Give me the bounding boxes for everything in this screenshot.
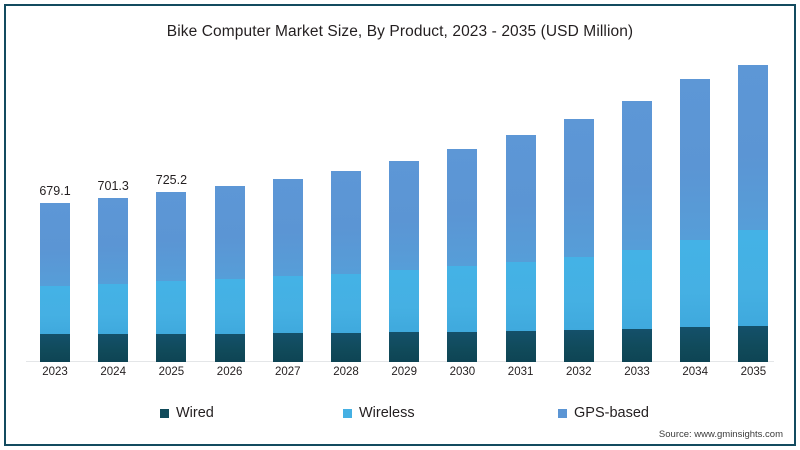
bar-segment-gps-based[interactable] <box>156 192 187 282</box>
chart-title: Bike Computer Market Size, By Product, 2… <box>166 23 634 40</box>
bar-segment-wireless[interactable] <box>680 240 711 328</box>
legend-item-wireless[interactable]: Wireless <box>343 402 415 424</box>
bar-segment-gps-based[interactable] <box>272 178 303 277</box>
bar-segment-wired[interactable] <box>98 334 129 362</box>
bar-segment-wireless[interactable] <box>331 274 361 334</box>
bar-segment-gps-based[interactable] <box>505 135 536 263</box>
bar-segment-gps-based[interactable] <box>214 186 245 280</box>
x-axis-tick-2023: 2023 <box>42 366 68 378</box>
bar-column[interactable] <box>389 160 420 362</box>
x-axis-tick-2035: 2035 <box>740 366 767 378</box>
bar-column[interactable] <box>680 78 711 362</box>
bar-segment-wired[interactable] <box>447 332 478 362</box>
x-axis-tick-2031: 2031 <box>507 366 534 378</box>
x-axis-tick-2024: 2024 <box>100 366 126 378</box>
bar-segment-wireless[interactable] <box>563 257 594 331</box>
bar-segment-gps-based[interactable] <box>563 119 594 258</box>
bar-column[interactable] <box>272 178 303 362</box>
x-axis-tick-2030: 2030 <box>449 366 476 378</box>
bar-segment-wireless[interactable] <box>622 249 652 330</box>
bar-column[interactable] <box>738 65 769 362</box>
bar-segment-gps-based[interactable] <box>622 101 652 250</box>
legend-swatch-icon <box>160 408 169 418</box>
bar-value-label: 701.3 <box>97 178 129 193</box>
bar-column[interactable] <box>447 148 478 362</box>
x-axis-tick-2032: 2032 <box>566 366 592 378</box>
bar-segment-wired[interactable] <box>563 330 594 362</box>
bar-segment-wireless[interactable] <box>214 279 245 335</box>
bar-segment-gps-based[interactable] <box>98 197 129 284</box>
bar-column[interactable]: 725.2 <box>156 173 187 362</box>
bar-value-label: 679.1 <box>39 184 71 199</box>
legend-swatch-icon <box>558 408 567 418</box>
bar-segment-wireless[interactable] <box>505 262 536 332</box>
bar-value-label: 725.2 <box>155 173 188 188</box>
bar-segment-wired[interactable] <box>680 327 711 362</box>
bar-segment-wired[interactable] <box>40 334 70 362</box>
bar-segment-wired[interactable] <box>272 333 303 362</box>
bar-column[interactable] <box>331 171 361 362</box>
x-axis-tick-2028: 2028 <box>333 366 359 378</box>
bar-segment-wireless[interactable] <box>40 285 70 335</box>
bar-series-container: 679.1 701.3 725.2 <box>26 60 774 362</box>
x-axis-tick-2034: 2034 <box>682 366 708 378</box>
x-axis-tick-2029: 2029 <box>391 366 417 378</box>
legend-label: Wireless <box>359 405 415 421</box>
bar-column[interactable] <box>622 101 652 362</box>
legend-swatch-icon <box>343 408 352 418</box>
bar-segment-wired[interactable] <box>622 329 652 362</box>
bar-segment-gps-based[interactable] <box>447 148 478 267</box>
bar-segment-wired[interactable] <box>389 332 420 362</box>
plot-area: 679.1 701.3 725.2 <box>26 60 774 362</box>
x-axis-tick-2025: 2025 <box>158 366 185 378</box>
bar-segment-wired[interactable] <box>331 333 361 362</box>
bar-segment-gps-based[interactable] <box>40 203 70 286</box>
bar-segment-gps-based[interactable] <box>389 160 420 270</box>
bar-segment-wireless[interactable] <box>156 281 187 335</box>
bar-segment-wired[interactable] <box>738 325 769 362</box>
bar-segment-wireless[interactable] <box>389 269 420 333</box>
bar-segment-wired[interactable] <box>505 331 536 362</box>
bar-segment-wireless[interactable] <box>738 229 769 326</box>
x-axis-tick-2027: 2027 <box>275 366 301 378</box>
legend-item-wired[interactable]: Wired <box>160 402 214 424</box>
bar-column[interactable]: 679.1 <box>39 184 71 362</box>
bar-segment-wireless[interactable] <box>447 266 478 333</box>
x-axis-tick-2026: 2026 <box>216 366 243 378</box>
bar-column[interactable] <box>563 119 594 362</box>
bar-column[interactable]: 701.3 <box>98 179 129 362</box>
x-axis-tick-labels: 2023 2024 2025 2026 2027 2028 2029 2030 2031 2032… <box>26 366 774 386</box>
bar-segment-wired[interactable] <box>156 334 187 362</box>
legend-label: GPS-based <box>574 405 649 421</box>
bar-column[interactable] <box>214 186 245 362</box>
bar-segment-gps-based[interactable] <box>738 65 769 230</box>
legend-item-gps-based[interactable]: GPS-based <box>558 402 649 424</box>
x-axis-tick-2033: 2033 <box>624 366 650 378</box>
bar-column[interactable] <box>505 135 536 362</box>
bar-segment-wireless[interactable] <box>272 276 303 334</box>
bar-segment-wireless[interactable] <box>98 283 129 335</box>
bar-segment-gps-based[interactable] <box>680 78 711 241</box>
source-attribution: Source: www.gminsights.com <box>658 429 783 440</box>
legend-label: Wired <box>176 405 214 421</box>
chart-legend: Wired Wireless GPS-based <box>0 402 800 424</box>
bar-segment-gps-based[interactable] <box>331 171 361 275</box>
bar-segment-wired[interactable] <box>214 334 245 362</box>
